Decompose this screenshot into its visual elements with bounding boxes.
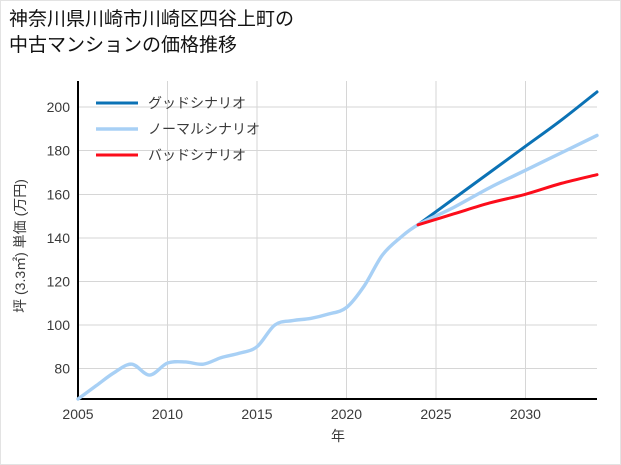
y-axis-title: 坪 (3.3㎡) 単価 (万円) — [12, 179, 28, 313]
y-axis-tick-labels: 80 100 120 140 160 180 200 — [47, 99, 71, 376]
x-tick-label: 2010 — [152, 406, 183, 422]
y-tick-label: 100 — [47, 317, 71, 333]
series-line-0 — [416, 90, 599, 227]
y-tick-label: 180 — [47, 143, 71, 159]
x-tick-label: 2020 — [331, 406, 362, 422]
y-tick-label: 160 — [47, 186, 71, 202]
series-line-2 — [416, 173, 599, 227]
y-tick-label: 80 — [54, 361, 70, 377]
data-series-group — [76, 90, 599, 401]
x-axis-tick-labels: 2005 2010 2015 2020 2025 2030 — [62, 406, 541, 422]
y-tick-label: 120 — [47, 273, 71, 289]
x-tick-label: 2005 — [62, 406, 93, 422]
x-tick-label: 2030 — [510, 406, 541, 422]
axes-group — [77, 81, 597, 400]
chart-title: 神奈川県川崎市川崎区四谷上町の 中古マンションの価格推移 — [9, 9, 295, 56]
y-tick-label: 140 — [47, 230, 71, 246]
series-line-1 — [76, 133, 599, 401]
x-tick-label: 2015 — [241, 406, 272, 422]
x-axis-title: 年 — [331, 428, 345, 444]
legend-label-0: グッドシナリオ — [148, 95, 246, 111]
x-tick-label: 2025 — [420, 406, 451, 422]
legend-label-1: ノーマルシナリオ — [148, 121, 260, 137]
y-tick-label: 200 — [47, 99, 71, 115]
legend-label-2: バッドシナリオ — [148, 147, 246, 163]
